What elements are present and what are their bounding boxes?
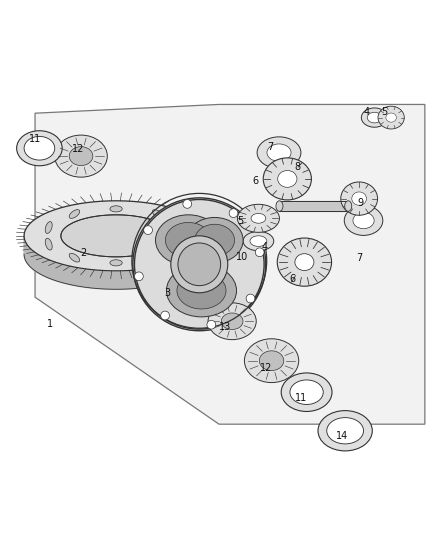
- Ellipse shape: [327, 418, 364, 444]
- Ellipse shape: [341, 182, 378, 215]
- Ellipse shape: [69, 253, 80, 262]
- Ellipse shape: [267, 144, 291, 161]
- Ellipse shape: [367, 112, 381, 123]
- Ellipse shape: [45, 238, 52, 250]
- Ellipse shape: [55, 135, 107, 177]
- Ellipse shape: [152, 209, 163, 219]
- Text: 14: 14: [336, 431, 348, 441]
- Ellipse shape: [180, 222, 187, 233]
- Ellipse shape: [353, 212, 374, 229]
- Circle shape: [134, 272, 143, 281]
- Ellipse shape: [171, 236, 228, 293]
- Ellipse shape: [277, 238, 332, 286]
- Text: 3: 3: [164, 288, 170, 298]
- Text: 12: 12: [72, 144, 84, 154]
- Ellipse shape: [208, 303, 256, 340]
- Text: 4: 4: [364, 107, 370, 117]
- Polygon shape: [35, 104, 425, 424]
- Text: 5: 5: [381, 107, 387, 117]
- Circle shape: [229, 209, 238, 217]
- Text: 6: 6: [289, 274, 295, 284]
- Circle shape: [246, 294, 255, 303]
- Ellipse shape: [69, 209, 80, 219]
- Polygon shape: [24, 236, 208, 289]
- Ellipse shape: [263, 158, 311, 200]
- Ellipse shape: [352, 192, 367, 205]
- Text: 7: 7: [356, 253, 362, 263]
- Text: 4: 4: [262, 242, 268, 252]
- Ellipse shape: [361, 108, 388, 127]
- Ellipse shape: [276, 201, 283, 211]
- Ellipse shape: [194, 224, 235, 256]
- Ellipse shape: [237, 204, 279, 232]
- Ellipse shape: [344, 206, 383, 236]
- Ellipse shape: [166, 222, 211, 258]
- Ellipse shape: [24, 136, 55, 160]
- Ellipse shape: [186, 217, 243, 263]
- Ellipse shape: [155, 215, 221, 265]
- Ellipse shape: [281, 373, 332, 411]
- Circle shape: [207, 320, 215, 329]
- Ellipse shape: [244, 339, 299, 383]
- Ellipse shape: [152, 253, 163, 262]
- Ellipse shape: [278, 171, 297, 187]
- Ellipse shape: [61, 215, 171, 257]
- Ellipse shape: [110, 260, 122, 266]
- Ellipse shape: [178, 243, 221, 286]
- Ellipse shape: [177, 272, 226, 309]
- Circle shape: [183, 199, 192, 208]
- Ellipse shape: [180, 238, 187, 250]
- Text: 11: 11: [295, 393, 307, 403]
- Ellipse shape: [378, 106, 404, 129]
- Circle shape: [144, 225, 152, 235]
- Text: 12: 12: [260, 363, 272, 373]
- Ellipse shape: [257, 137, 301, 168]
- Ellipse shape: [259, 351, 284, 370]
- Circle shape: [255, 248, 264, 257]
- Polygon shape: [24, 201, 208, 271]
- Ellipse shape: [290, 380, 323, 405]
- Ellipse shape: [69, 147, 93, 166]
- Ellipse shape: [133, 198, 266, 331]
- Ellipse shape: [386, 113, 396, 122]
- Ellipse shape: [17, 131, 62, 166]
- Ellipse shape: [221, 313, 243, 329]
- Ellipse shape: [134, 199, 264, 329]
- Text: 11: 11: [29, 134, 41, 144]
- Ellipse shape: [295, 254, 314, 271]
- Ellipse shape: [110, 206, 122, 212]
- Text: 1: 1: [47, 319, 53, 329]
- Text: 10: 10: [236, 252, 248, 262]
- Text: 8: 8: [295, 161, 301, 172]
- Ellipse shape: [250, 236, 267, 246]
- Text: 5: 5: [237, 216, 243, 227]
- Text: 9: 9: [357, 198, 364, 208]
- Text: 7: 7: [268, 142, 274, 152]
- Polygon shape: [279, 201, 348, 211]
- Ellipse shape: [166, 264, 237, 317]
- Ellipse shape: [345, 201, 352, 211]
- Text: 2: 2: [80, 248, 86, 259]
- Text: 13: 13: [219, 322, 232, 332]
- Ellipse shape: [243, 231, 274, 251]
- Ellipse shape: [318, 410, 372, 451]
- Text: 6: 6: [253, 176, 259, 186]
- Circle shape: [161, 311, 170, 320]
- Ellipse shape: [251, 213, 266, 223]
- Ellipse shape: [45, 222, 52, 233]
